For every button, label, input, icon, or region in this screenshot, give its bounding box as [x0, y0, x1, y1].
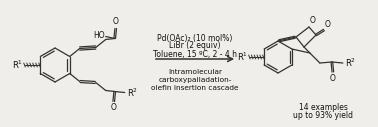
Text: up to 93% yield: up to 93% yield — [293, 110, 353, 120]
Text: O: O — [325, 20, 331, 29]
Text: R$^2$: R$^2$ — [345, 57, 356, 69]
Text: O: O — [310, 16, 316, 25]
Text: Pd(OAc)₂ (10 mol%): Pd(OAc)₂ (10 mol%) — [157, 34, 233, 43]
Text: carboxypalladation-: carboxypalladation- — [158, 77, 232, 83]
Text: Intramolecular: Intramolecular — [168, 69, 222, 75]
Text: R$^2$: R$^2$ — [127, 86, 138, 99]
Text: Toluene, 15 ºC, 2 - 4 h: Toluene, 15 ºC, 2 - 4 h — [153, 50, 237, 59]
Text: HO: HO — [93, 31, 105, 40]
Text: 14 examples: 14 examples — [299, 102, 347, 112]
Text: O: O — [113, 18, 119, 27]
Text: R$^1$: R$^1$ — [12, 59, 23, 71]
Text: LiBr (2 equiv): LiBr (2 equiv) — [169, 42, 221, 51]
Text: R$^1$: R$^1$ — [237, 51, 248, 63]
Text: O: O — [330, 74, 336, 83]
Text: O: O — [111, 104, 117, 113]
Text: olefin insertion cascade: olefin insertion cascade — [151, 85, 239, 91]
